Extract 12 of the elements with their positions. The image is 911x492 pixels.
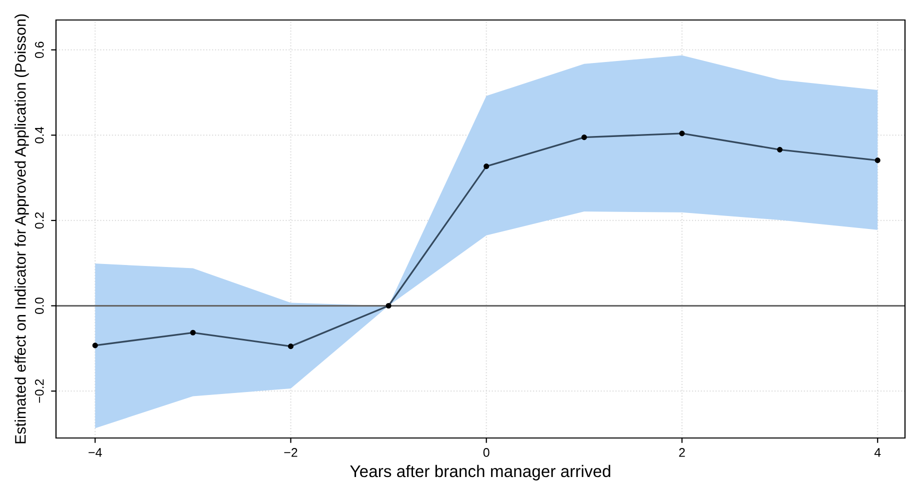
y-axis-title: Estimated effect on Indicator for Approved Application (Poisson): [14, 14, 29, 444]
x-tick-label: 0: [483, 448, 490, 457]
x-tick-label: 4: [874, 448, 881, 457]
x-tick-label: −4: [88, 448, 102, 457]
y-tick-label: 0.0: [34, 298, 44, 314]
x-axis-title: Years after branch manager arrived: [350, 464, 610, 480]
y-tick-label: 0.4: [34, 126, 44, 144]
y-tick-label: 0.2: [34, 212, 44, 229]
x-tick-label: 2: [679, 448, 685, 457]
x-tick-label: −2: [284, 448, 298, 457]
y-tick-label: 0.6: [34, 42, 44, 58]
y-tick-label: −0.2: [34, 379, 44, 403]
